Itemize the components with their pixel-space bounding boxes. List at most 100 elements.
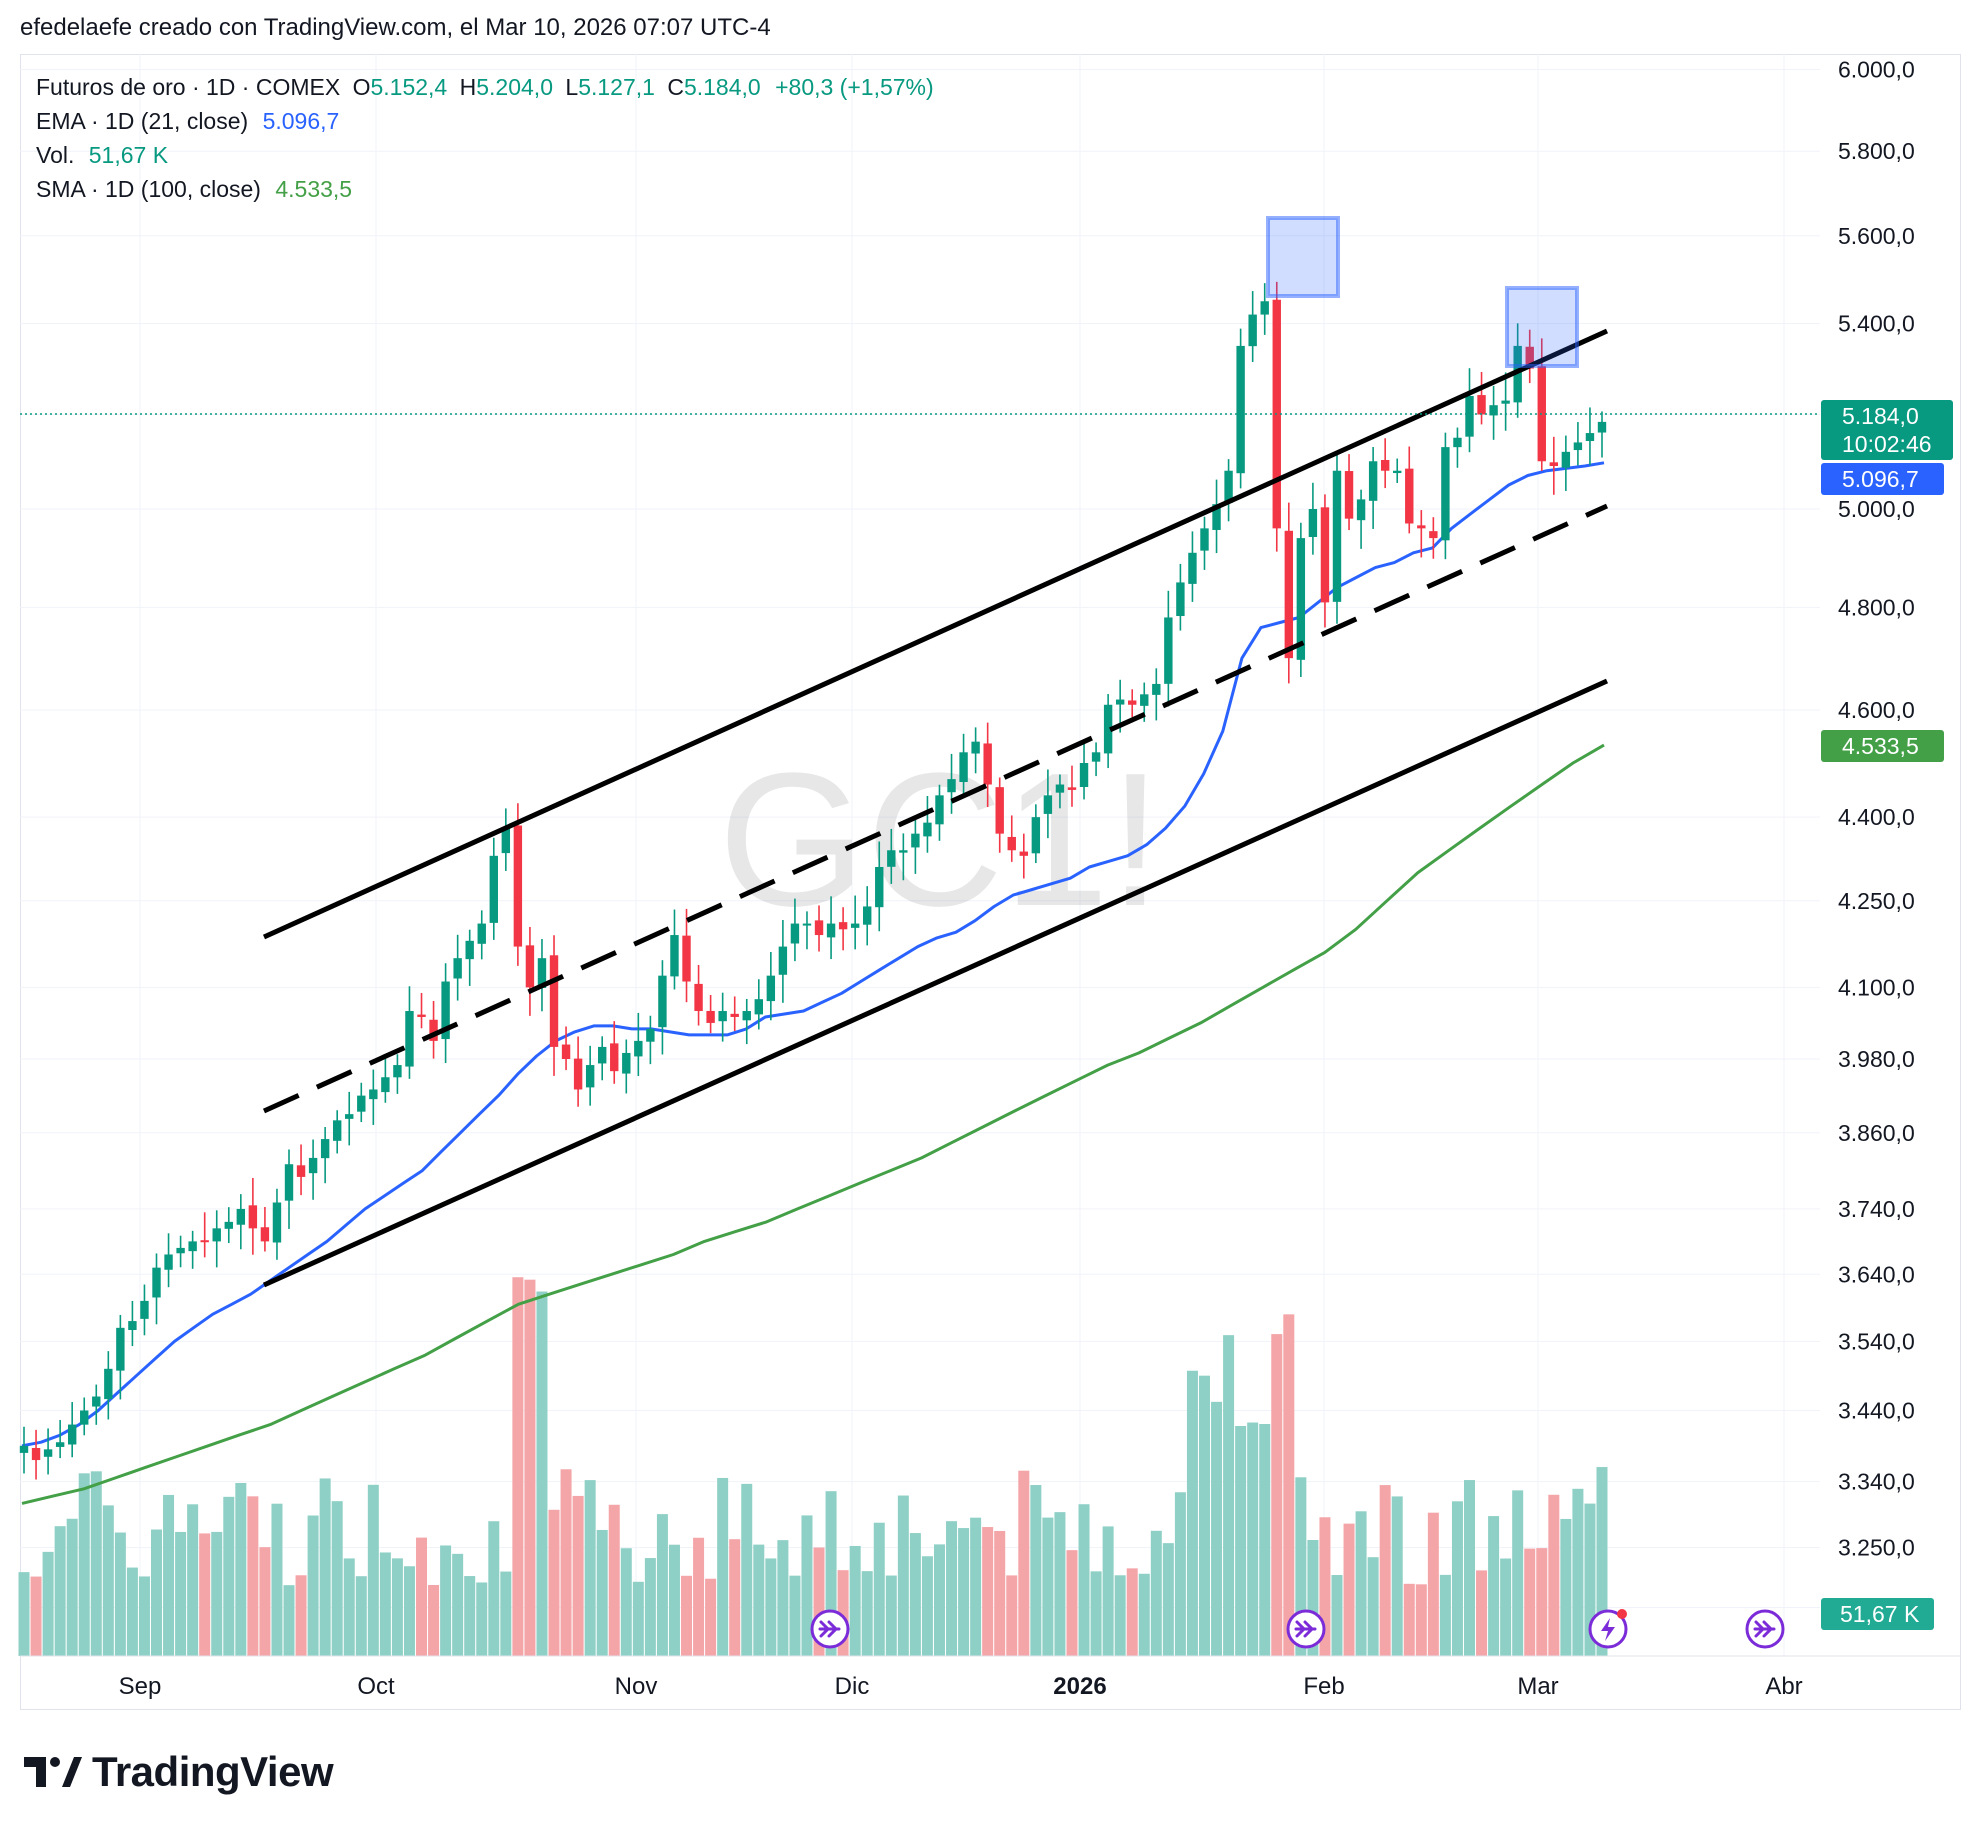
price-badge-value: 5.184,0 [1842, 403, 1919, 429]
volume-bar [1114, 1575, 1126, 1656]
volume-bar [1198, 1375, 1210, 1656]
volume-bar [885, 1575, 897, 1656]
legend-symbol-row[interactable]: Futuros de oro · 1D · COMEX O5.152,4 H5.… [36, 70, 934, 104]
tradingview-logo-icon [24, 1757, 82, 1787]
sma-100-polyline [21, 743, 1605, 1505]
candle-body [610, 1043, 619, 1072]
volume-bar [909, 1533, 921, 1656]
volume-bar [560, 1469, 572, 1656]
volume-bar [1512, 1490, 1524, 1656]
volume-bar [488, 1521, 500, 1656]
candle-body [935, 795, 944, 825]
candle-body [1079, 762, 1089, 788]
arrow-event-icon[interactable] [1286, 1609, 1326, 1649]
candle-body [826, 923, 836, 938]
volume-bar [1415, 1584, 1427, 1656]
price-tick-label: 4.600,0 [1838, 697, 1915, 723]
candle-body [1200, 528, 1209, 551]
candle-body [742, 1011, 751, 1021]
price-tick-label: 3.340,0 [1838, 1469, 1915, 1495]
volume-bar [620, 1548, 632, 1656]
volume-bar [1235, 1425, 1247, 1656]
close-label: C [667, 74, 684, 100]
legend-volume-row[interactable]: Vol. 51,67 K [36, 138, 934, 172]
candle-body [670, 935, 679, 977]
ema-badge [1821, 463, 1944, 495]
volume-bar [1536, 1548, 1548, 1656]
arrow-event-icon[interactable] [1745, 1609, 1785, 1649]
volume-bar [608, 1504, 620, 1656]
volume-bar [1524, 1548, 1536, 1656]
volume-bar [271, 1503, 283, 1656]
volume-bar [933, 1544, 945, 1656]
volume-bar [668, 1544, 680, 1656]
time-tick-label: Oct [357, 1673, 395, 1700]
lightning-event-icon[interactable] [1588, 1609, 1628, 1649]
price-tick-label: 5.400,0 [1838, 310, 1915, 336]
candle-body [1501, 400, 1510, 404]
ema-21-line [21, 461, 1605, 1448]
volume-bar [1355, 1511, 1367, 1656]
candle-body [585, 1065, 595, 1088]
legend-ema-row[interactable]: EMA · 1D (21, close) 5.096,7 [36, 104, 934, 138]
volume-bar [572, 1495, 584, 1656]
price-tick-label: 3.250,0 [1838, 1534, 1915, 1560]
volume-bar [656, 1514, 668, 1656]
candle-body [429, 1019, 438, 1041]
volume-bar [970, 1517, 982, 1656]
channel-upper-line [262, 328, 1609, 940]
legend-sma-row[interactable]: SMA · 1D (100, close) 4.533,5 [36, 172, 934, 206]
tradingview-brand[interactable]: TradingView [24, 1748, 334, 1796]
volume-bar [1042, 1517, 1054, 1656]
candle-body [1477, 395, 1486, 415]
volume-bar [1078, 1504, 1090, 1656]
candle-body [212, 1228, 221, 1242]
ema-21-polyline [21, 461, 1605, 1448]
open-value: 5.152,4 [370, 74, 448, 100]
volume-bar [247, 1496, 259, 1656]
volume-bar [235, 1482, 247, 1656]
candle-body [838, 922, 848, 930]
volume-bar [1596, 1467, 1608, 1656]
volume-bar [1319, 1517, 1331, 1656]
price-tick-label: 4.250,0 [1838, 888, 1915, 914]
ema-badge-value: 5.096,7 [1842, 466, 1919, 492]
arrow-event-icon[interactable] [810, 1609, 850, 1649]
candle-body [778, 946, 788, 975]
volume-bar [982, 1527, 994, 1656]
arrow-glyph [1753, 1620, 1776, 1638]
price-tick-label: 3.440,0 [1838, 1397, 1915, 1423]
candle-body [1368, 461, 1378, 501]
symbol-label: Futuros de oro · 1D · COMEX [36, 74, 341, 100]
candle-body [754, 999, 763, 1015]
arrow-glyph [1294, 1620, 1317, 1638]
volume-bar [644, 1558, 656, 1656]
candle-body [850, 923, 860, 928]
volume-bar [42, 1551, 54, 1656]
volume-bar [1066, 1550, 1078, 1656]
volume-bar [741, 1483, 753, 1656]
candle-body [1115, 699, 1125, 705]
volume-bar [753, 1544, 765, 1656]
sma-value: 4.533,5 [275, 176, 353, 202]
volume-bar [319, 1478, 331, 1656]
volume-bar [440, 1545, 452, 1656]
channel-lower-line [262, 678, 1609, 1288]
chart-frame [20, 54, 1961, 1710]
volume-bar [416, 1537, 428, 1656]
volume-bar [90, 1471, 102, 1656]
price-tick-label: 5.600,0 [1838, 223, 1915, 249]
candle-body [718, 1011, 727, 1022]
volume-bar [1223, 1335, 1235, 1656]
candle-body [1296, 538, 1306, 660]
sma-badge [1821, 730, 1944, 762]
candle-body [899, 850, 908, 853]
volume-bar [1572, 1488, 1584, 1656]
candle-body [453, 958, 462, 979]
volume-bar [1259, 1423, 1271, 1656]
volume-bar [777, 1540, 789, 1656]
volume-bar [1090, 1571, 1102, 1656]
candle-body [1248, 314, 1257, 347]
candle-body [1320, 507, 1330, 603]
